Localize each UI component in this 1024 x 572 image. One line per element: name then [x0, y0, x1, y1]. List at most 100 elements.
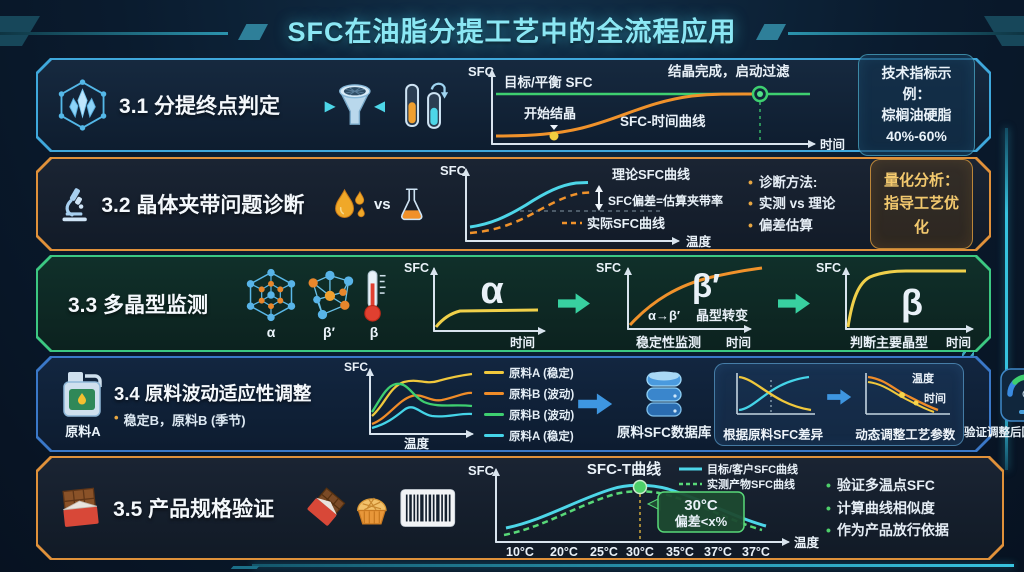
- diagnosis-bullet-2: 实测 vs 理论: [758, 196, 836, 212]
- wrapped-chocolate-icon: [62, 487, 99, 527]
- bullet-icon: •: [826, 522, 831, 539]
- tech-spec-box: 技术指标示例： 棕榈油硬脂 40%-60%: [857, 54, 975, 156]
- right-edge-line: [1005, 128, 1008, 470]
- flask-icon: [400, 188, 423, 221]
- raw-material-a-label: 原料A: [65, 423, 101, 439]
- tech-spec-line2: 棕榈油硬脂: [881, 107, 952, 123]
- tick-37c-b: 37°C: [742, 545, 770, 558]
- bottom-edge-line: [252, 564, 1014, 567]
- chart4-y-label: SFC: [344, 360, 368, 374]
- diagnosis-bullets: • 诊断方法: • 实测 vs 理论 • 偏差估算: [748, 172, 870, 237]
- legend-1: 原料A (稳定): [509, 367, 574, 380]
- verify-bullet-2: 计算曲线相似度: [836, 499, 935, 516]
- beta-phase-label: β: [901, 282, 923, 323]
- legend-4: 原料A (稳定): [509, 430, 574, 443]
- vs-label: vs: [373, 195, 391, 213]
- section-3-3-title: 3.3 多晶型监测: [68, 293, 209, 317]
- database-label: 原料SFC数据库: [616, 425, 712, 440]
- to-database-arrow: [578, 393, 613, 415]
- adjust-temp-label: 温度: [912, 371, 935, 385]
- alpha-phase-label: α: [480, 270, 503, 312]
- alpha-phase-chart: SFC α 时间: [404, 261, 546, 350]
- callout-deviation: 偏差<x%: [675, 514, 728, 529]
- tick-30c: 30°C: [626, 545, 654, 558]
- section-3-1-title: 3.1 分提终点判定: [119, 95, 281, 118]
- verify-bullet-3: 作为产品放行依据: [836, 522, 949, 539]
- section-3-2-panel: 3.2 晶体夹带问题诊断 vs SFC 温度: [36, 157, 991, 251]
- page-title: SFC在油脂分提工艺中的全流程应用: [287, 17, 737, 47]
- chart5-x-label: 温度: [794, 535, 820, 550]
- sfc-t-verification-chart: SFC 温度 SFC-T曲线 目标/客户SFC曲线 实测产物SFC曲线 30°C…: [468, 460, 820, 558]
- tick-25c: 25°C: [590, 545, 618, 558]
- legend-swatch-cyan: [484, 434, 504, 437]
- start-crystallization-label: 开始结晶: [524, 106, 576, 121]
- beta-chart-x-label: 时间: [946, 335, 971, 350]
- verification-bullets: • 验证多温点SFC • 计算曲线相似度 • 作为产品放行依据: [826, 474, 984, 541]
- bottom-edge-step: [230, 566, 260, 569]
- section-3-5-panel: 3.5 产品规格验证: [36, 456, 1004, 560]
- beta-prime-phase-chart: SFC β′ α→β′ 晶型转变 稳定性监测 时间: [596, 261, 763, 350]
- title-notch-right: [756, 24, 786, 40]
- test-tubes-icon: [404, 82, 448, 129]
- tech-spec-line3: 40%-60%: [886, 128, 947, 144]
- tick-37c-a: 37°C: [704, 545, 732, 558]
- sfc-time-curve-label: SFC-时间曲线: [620, 113, 706, 129]
- beta-chart-caption: 判断主要晶型: [850, 335, 928, 350]
- tech-spec-line1: 技术指标示例：: [881, 65, 952, 102]
- target-sfc-label: 目标/平衡 SFC: [504, 74, 593, 90]
- sfc-t-title: SFC-T曲线: [587, 460, 661, 478]
- beta-prime-phase-label: β′: [692, 267, 720, 304]
- quant-line2: 指导工艺优化: [884, 195, 960, 236]
- callout-temp: 30°C: [684, 497, 718, 514]
- database-cell: 原料SFC数据库: [616, 367, 712, 441]
- oil-jug-icon: [63, 371, 102, 417]
- sfc-difference-caption: 根据原料SFC差异: [723, 427, 824, 442]
- title-line-left: [0, 32, 228, 35]
- gauge-icon: [1000, 368, 1024, 422]
- tick-20c: 20°C: [550, 545, 578, 558]
- section-3-4-panel: 原料A 3.4 原料波动适应性调整 • 稳定B，原料B (季节) SFC 温度: [36, 356, 1024, 452]
- section-3-2-background: [38, 159, 989, 249]
- verify-bullet-1: 验证多温点SFC: [836, 477, 935, 494]
- section-3-3-background: [38, 257, 989, 350]
- quantitative-analysis-box: 量化分析： 指导工艺优化: [870, 159, 974, 249]
- section-3-4-background: [38, 358, 989, 450]
- transition-arrow-2: [778, 293, 810, 314]
- transition-note-rest: 晶型转变: [696, 308, 748, 323]
- oil-drops-icon: [335, 188, 366, 218]
- chart5-y-label: SFC: [468, 463, 495, 478]
- bullet-icon: •: [748, 196, 753, 212]
- alpha-chart-x-label: 时间: [510, 335, 535, 350]
- bp-chart-caption: 稳定性监测: [636, 335, 701, 350]
- quant-line1: 量化分析：: [884, 172, 960, 190]
- raw-material-cell: 原料A: [54, 369, 112, 440]
- legend-swatch-orange: [484, 392, 504, 395]
- beta-icon-label: β: [369, 323, 379, 340]
- process-adjust-chart: 温度 时间: [865, 371, 951, 415]
- adjust-arrow: [827, 389, 852, 405]
- title-notch-left: [238, 24, 268, 40]
- section-3-3-panel: 3.3 多晶型监测 α β′: [36, 255, 991, 352]
- section-3-4-title: 3.4 原料波动适应性调整: [114, 382, 312, 404]
- tick-10c: 10°C: [506, 545, 534, 558]
- actual-curve-label: 实际SFC曲线: [587, 216, 665, 231]
- legend-target-label: 目标/客户SFC曲线: [707, 462, 798, 476]
- section-3-4-subtitle: 稳定B，原料B (季节): [123, 412, 246, 428]
- crystal-hexagon-icon: [58, 79, 107, 131]
- deviation-label: SFC偏差=估算夹带率: [608, 193, 723, 208]
- adjust-time-label: 时间: [924, 391, 946, 405]
- bullet-icon: •: [748, 217, 753, 233]
- beta-prime-molecule-icon: [308, 270, 354, 319]
- sfc-difference-cell: 根据原料SFC差异: [723, 368, 823, 443]
- gauge-caption: 验证调整后回归目标范围: [963, 427, 1024, 439]
- beta-chart-y-label: SFC: [816, 261, 841, 275]
- transition-note-highlight: α→β′: [648, 308, 680, 323]
- alpha-icon-label: α: [266, 323, 276, 340]
- diagnosis-bullet-3: 偏差估算: [758, 217, 813, 233]
- beta-prime-icon-label: β′: [323, 323, 335, 340]
- section-3-5-title: 3.5 产品规格验证: [113, 498, 275, 521]
- legend-3: 原料B (波动): [509, 409, 575, 422]
- chart4-x-label: 温度: [404, 436, 430, 450]
- adjustment-box: 根据原料SFC差异 温度 时间 动态调整工艺参数: [714, 362, 965, 446]
